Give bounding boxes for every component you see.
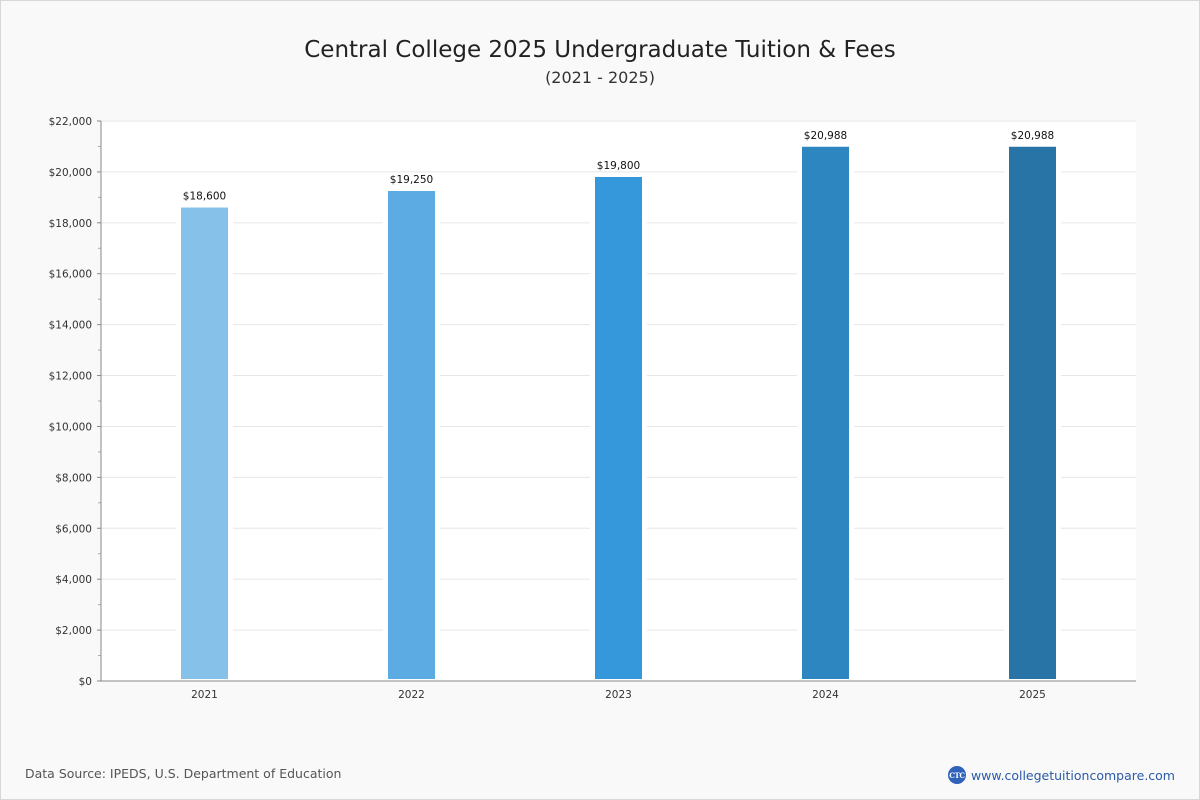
- y-tick-label: $8,000: [55, 472, 92, 484]
- chart-subtitle: (2021 - 2025): [545, 68, 655, 87]
- x-tick-label: 2021: [191, 689, 218, 701]
- site-url-link[interactable]: www.collegetuitioncompare.com: [970, 767, 1175, 783]
- y-tick-label: $2,000: [55, 625, 92, 637]
- y-tick-label: $16,000: [49, 269, 92, 281]
- y-tick-label: $4,000: [55, 574, 92, 586]
- y-tick-label: $18,000: [49, 218, 92, 230]
- y-tick-label: $22,000: [49, 116, 92, 128]
- x-tick-label: 2022: [398, 689, 425, 701]
- bar-2023: [595, 177, 642, 679]
- y-tick-label: $6,000: [55, 523, 92, 535]
- x-tick-label: 2023: [605, 689, 632, 701]
- x-tick-label: 2024: [812, 689, 839, 701]
- bar-value-label: $20,988: [1011, 130, 1054, 142]
- site-brand[interactable]: CTC www.collegetuitioncompare.com: [947, 766, 1175, 784]
- x-tick-label: 2025: [1019, 689, 1046, 701]
- bar-2024: [802, 146, 849, 679]
- chart-title: Central College 2025 Undergraduate Tuiti…: [304, 37, 896, 63]
- data-source-note: Data Source: IPEDS, U.S. Department of E…: [25, 766, 342, 781]
- bar-2022: [388, 191, 435, 679]
- y-tick-label: $0: [79, 676, 92, 688]
- y-tick-label: $14,000: [49, 320, 92, 332]
- bar-2025: [1009, 146, 1056, 679]
- y-tick-label: $12,000: [49, 371, 92, 383]
- bar-value-label: $18,600: [183, 191, 226, 203]
- bar-2021: [181, 207, 228, 679]
- y-tick-label: $10,000: [49, 421, 92, 433]
- bar-value-label: $19,250: [390, 174, 433, 186]
- bar-value-label: $20,988: [804, 130, 847, 142]
- y-tick-label: $20,000: [49, 167, 92, 179]
- ctc-logo-icon: CTC: [947, 766, 966, 784]
- bar-value-label: $19,800: [597, 160, 640, 172]
